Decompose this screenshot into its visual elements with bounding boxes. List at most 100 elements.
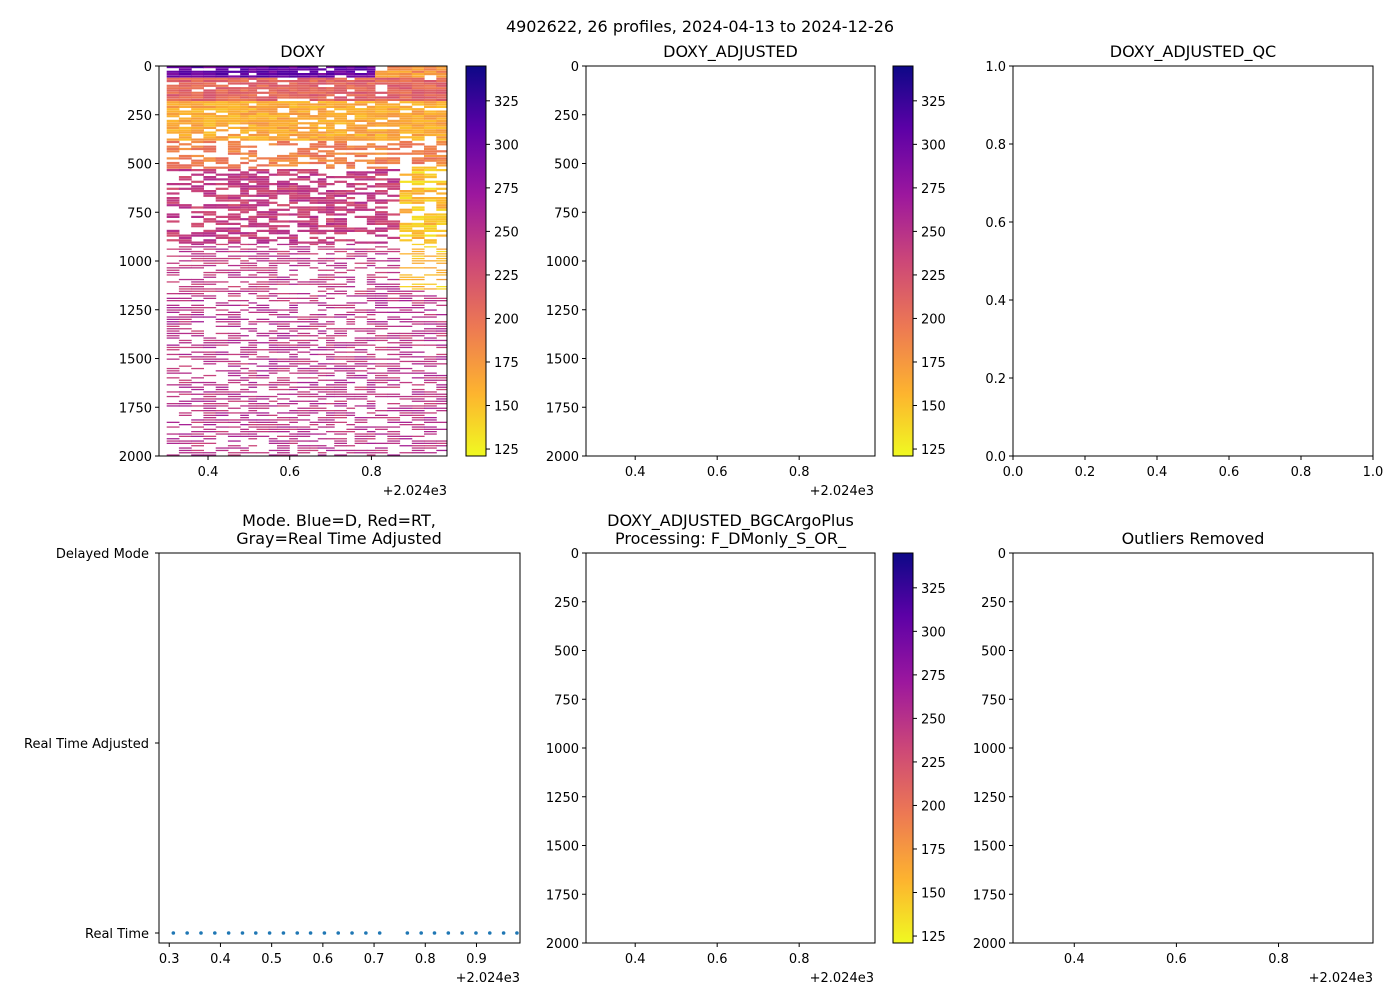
heatmap-cell — [203, 77, 217, 80]
heatmap-cell — [424, 337, 437, 339]
heatmap-cell — [346, 393, 356, 395]
heatmap-cell — [191, 381, 204, 384]
heatmap-cell — [366, 222, 376, 225]
heatmap-cell — [399, 87, 413, 90]
heatmap-cell — [289, 152, 298, 155]
heatmap-cell — [289, 260, 298, 262]
heatmap-cell — [317, 302, 327, 304]
heatmap-cell — [354, 176, 368, 179]
heatmap-cell — [166, 126, 180, 129]
heatmap-cell — [227, 236, 241, 239]
heatmap-cell — [297, 262, 311, 264]
heatmap-cell — [227, 115, 241, 118]
heatmap-cell — [227, 395, 241, 398]
heatmap-cell — [297, 428, 311, 430]
heatmap-cell — [277, 122, 290, 125]
heatmap-cell — [399, 66, 413, 69]
heatmap-cell — [277, 185, 290, 188]
heatmap-cell — [411, 124, 425, 127]
heatmap-cell — [387, 410, 401, 412]
heatmap-cell — [354, 80, 368, 83]
heatmap-cell — [256, 412, 270, 414]
heatmap-cell — [297, 342, 311, 344]
heatmap-cell — [424, 68, 437, 71]
heatmap-cell — [289, 356, 298, 358]
heatmap-cell — [227, 103, 241, 106]
heatmap-cell — [387, 288, 401, 290]
heatmap-cell — [326, 337, 335, 339]
heatmap-cell — [268, 295, 278, 297]
colorbar-tick-label: 225 — [494, 269, 519, 284]
heatmap-cell — [334, 103, 347, 106]
heatmap-cell — [317, 445, 327, 447]
heatmap-cell — [215, 91, 229, 94]
heatmap-cell — [387, 185, 401, 188]
heatmap-cell — [346, 445, 356, 447]
heatmap-cell — [436, 117, 447, 120]
heatmap-cell — [326, 339, 335, 342]
heatmap-cell — [256, 236, 270, 239]
heatmap-cell — [240, 96, 249, 99]
heatmap-cell — [178, 68, 192, 71]
heatmap-cell — [309, 89, 319, 92]
heatmap-cell — [346, 374, 356, 377]
heatmap-cell — [411, 435, 425, 437]
heatmap-cell — [334, 262, 347, 264]
heatmap-cell — [375, 77, 388, 80]
heatmap-cell — [240, 412, 249, 414]
heatmap-cell — [248, 267, 258, 269]
heatmap-cell — [268, 288, 278, 290]
heatmap-cell — [346, 367, 356, 370]
heatmap-cell — [334, 199, 347, 202]
heatmap-cell — [289, 344, 298, 346]
heatmap-cell — [436, 87, 447, 90]
heatmap-cell — [346, 253, 356, 255]
heatmap-cell — [178, 403, 192, 405]
heatmap-cell — [297, 328, 311, 330]
heatmap-cell — [248, 68, 258, 71]
heatmap-cell — [334, 208, 347, 211]
heatmap-cell — [240, 424, 249, 426]
heatmap-cell — [248, 169, 258, 172]
heatmap-cell — [268, 372, 278, 374]
heatmap-cell — [248, 122, 258, 125]
heatmap-cell — [326, 190, 335, 193]
heatmap-cell — [215, 136, 229, 139]
heatmap-cell — [297, 257, 311, 260]
heatmap-cell — [366, 426, 376, 428]
heatmap-cell — [326, 304, 335, 306]
heatmap-cell — [289, 419, 298, 421]
heatmap-cell — [326, 159, 335, 162]
heatmap-cell — [387, 105, 401, 108]
heatmap-cell — [277, 424, 290, 426]
heatmap-cell — [191, 232, 204, 235]
heatmap-cell — [411, 243, 425, 246]
heatmap-cell — [387, 325, 401, 327]
heatmap-cell — [178, 288, 192, 290]
heatmap-cell — [178, 157, 192, 160]
heatmap-cell — [334, 365, 347, 367]
heatmap-cell — [366, 101, 376, 104]
heatmap-cell — [366, 297, 376, 299]
heatmap-cell — [424, 169, 437, 172]
heatmap-cell — [334, 192, 347, 195]
heatmap-cell — [203, 342, 217, 344]
heatmap-cell — [309, 145, 319, 148]
heatmap-cell — [354, 112, 368, 115]
heatmap-cell — [166, 323, 180, 325]
heatmap-cell — [334, 290, 347, 292]
heatmap-cell — [215, 204, 229, 207]
heatmap-cell — [166, 426, 180, 428]
heatmap-cell — [191, 122, 204, 125]
heatmap-cell — [309, 82, 319, 85]
heatmap-cell — [436, 75, 447, 78]
heatmap-cell — [297, 391, 311, 393]
y-tick-label: 0.0 — [985, 450, 1006, 465]
heatmap-cell — [326, 323, 335, 325]
heatmap-cell — [240, 152, 249, 155]
heatmap-cell — [436, 386, 447, 388]
mode-point — [185, 931, 189, 935]
heatmap-cell — [268, 363, 278, 365]
heatmap-cell — [256, 229, 270, 232]
heatmap-cell — [256, 176, 270, 179]
